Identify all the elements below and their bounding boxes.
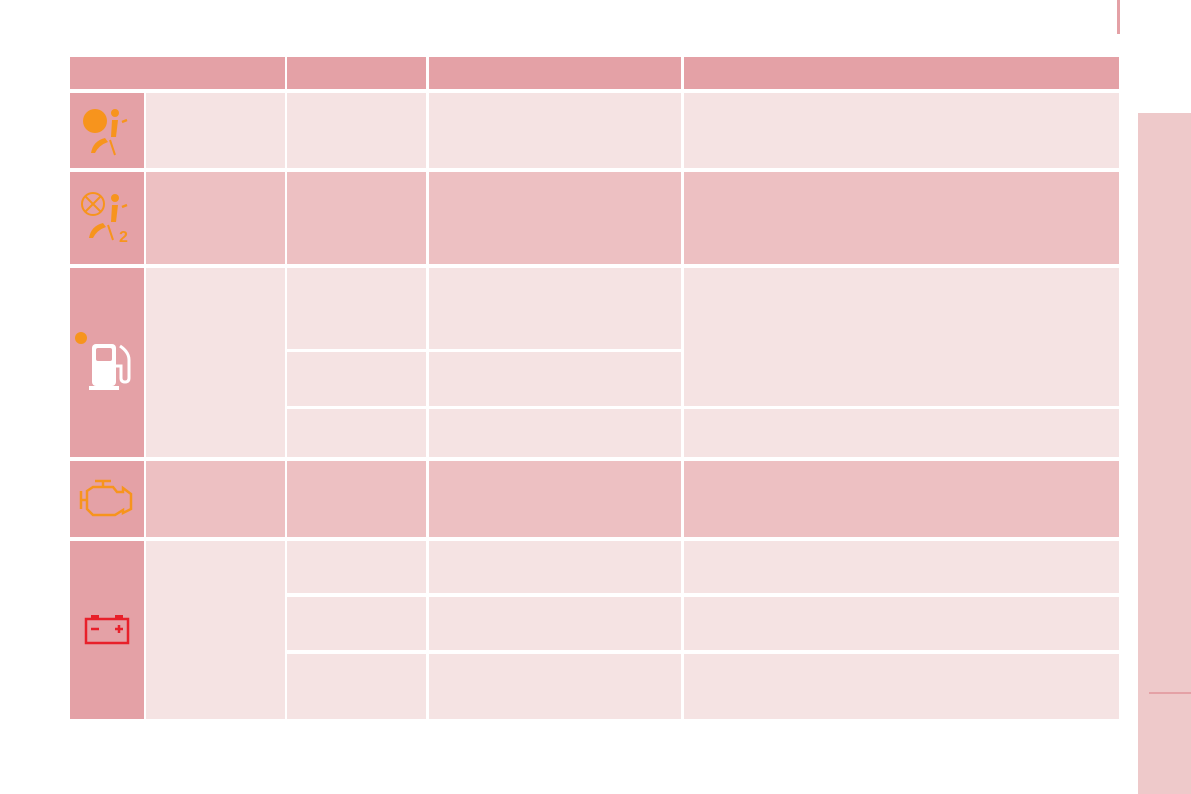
table-cell [287, 93, 426, 168]
battery-charge-icon [84, 615, 130, 645]
table-cell [684, 541, 1119, 593]
table-cell [684, 268, 1119, 406]
table-cell [429, 409, 681, 457]
table-cell [146, 93, 285, 168]
table-cell [287, 409, 426, 457]
header-cell-cause [429, 57, 681, 89]
table-cell [684, 172, 1119, 264]
table-cell [429, 461, 681, 537]
table-cell [429, 597, 681, 650]
table-cell [684, 597, 1119, 650]
side-tab-divider [1149, 692, 1191, 694]
table-cell [429, 654, 681, 719]
passenger-airbag-off-icon: 2 [81, 192, 128, 246]
table-cell [287, 352, 426, 406]
icon-cell-fuel [70, 268, 144, 457]
table-cell [684, 461, 1119, 537]
table-cell [287, 461, 426, 537]
table-cell [146, 461, 285, 537]
table-cell [287, 597, 426, 650]
table-cell [684, 409, 1119, 457]
table-cell [146, 172, 285, 264]
header-cell-action [684, 57, 1119, 89]
table-cell [287, 654, 426, 719]
table-cell [429, 268, 681, 349]
icon-cell-passenger-airbag: 2 [70, 172, 144, 264]
table-cell [287, 541, 426, 593]
header-cell-light [70, 57, 285, 89]
table-cell [287, 172, 426, 264]
airbag-warning-icon [83, 108, 128, 155]
icon-cell-engine [70, 461, 144, 537]
table-cell [429, 172, 681, 264]
table-cell [684, 93, 1119, 168]
table-cell [429, 541, 681, 593]
header-cell-state [287, 57, 426, 89]
table-cell [684, 654, 1119, 719]
table-cell [287, 268, 426, 349]
table-cell [146, 541, 285, 719]
icon-cell-airbag [70, 93, 144, 168]
page-edge-marker [1117, 0, 1120, 34]
section-side-tab[interactable] [1138, 113, 1191, 794]
engine-check-icon [79, 479, 133, 517]
table-cell [146, 268, 285, 457]
low-fuel-icon [75, 332, 131, 390]
table-cell [429, 352, 681, 406]
passenger-number: 2 [119, 229, 128, 246]
icon-cell-battery [70, 541, 144, 719]
table-cell [429, 93, 681, 168]
